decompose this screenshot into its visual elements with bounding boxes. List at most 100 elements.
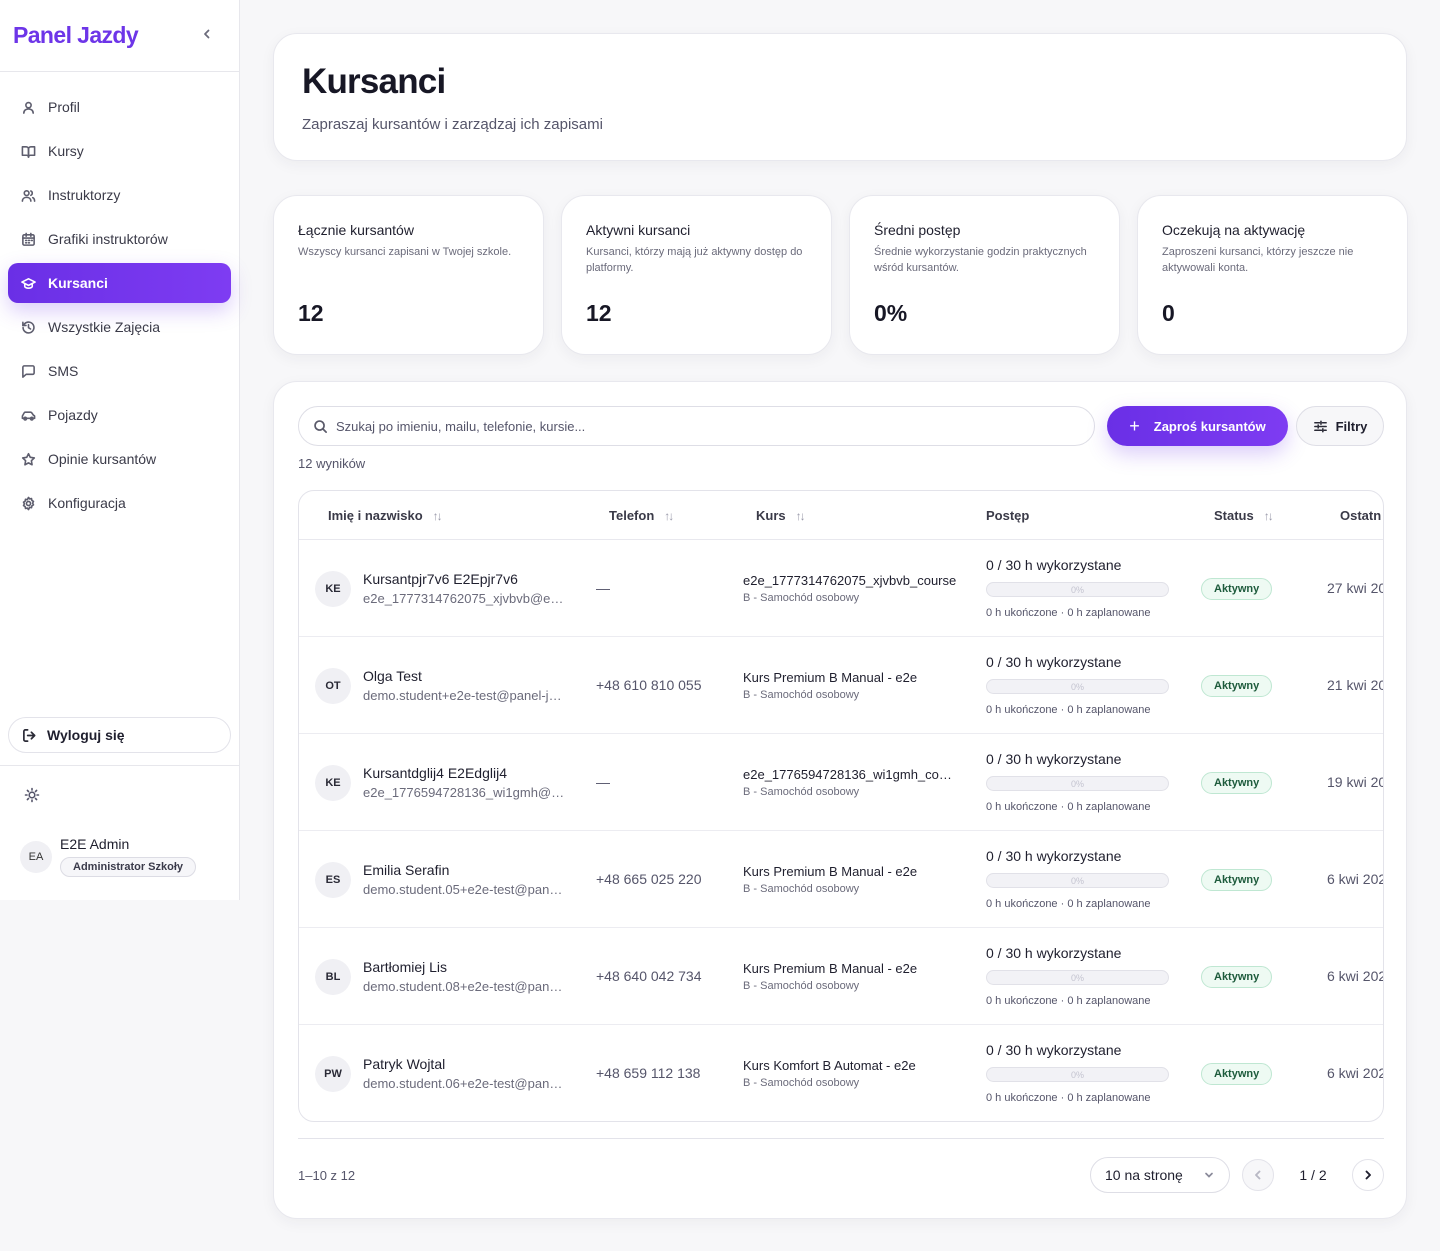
chevron-left-icon	[204, 29, 210, 38]
stat-value: 0	[1162, 300, 1175, 326]
course-name: e2e_1777314762075_xjvbvb_course	[743, 573, 957, 588]
plus-icon: +	[1129, 416, 1140, 436]
sort-icon: ↑↓	[1263, 508, 1274, 523]
progress-details: 0 h ukończone · 0 h zaplanowane	[986, 801, 1151, 813]
sidebar-item-kursanci[interactable]: Kursanci	[8, 263, 231, 303]
sidebar-item-label: Kursy	[48, 143, 84, 159]
stat-title: Średni postęp	[874, 222, 961, 238]
column-last-activity[interactable]: Ostatn	[1340, 508, 1381, 523]
sidebar-item-label: Instruktorzy	[48, 187, 121, 203]
user-profile[interactable]: EA E2E Admin Administrator Szkoły	[20, 835, 197, 877]
students-table: Imię i nazwisko ↑↓ Telefon ↑↓ Kurs ↑↓ Postę…	[298, 490, 1384, 1122]
book-open-icon	[20, 143, 36, 159]
invite-students-button[interactable]: + Zaproś kursantów	[1107, 406, 1288, 446]
stat-title: Aktywni kursanci	[586, 222, 691, 238]
sidebar-item-label: Wszystkie Zajęcia	[48, 319, 161, 335]
stat-value: 12	[586, 300, 612, 326]
students-list-card: + Zaproś kursantów Filtry 12 wyników Imi…	[273, 381, 1407, 1219]
sidebar: Panel Jazdy Profil Kursy Instruktorzy Gr…	[0, 0, 240, 900]
per-page-select[interactable]: 10 na stronę	[1090, 1157, 1230, 1193]
page-title: Kursanci	[302, 62, 446, 101]
progress-details: 0 h ukończone · 0 h zaplanowane	[986, 898, 1151, 910]
table-row[interactable]: ES Emilia Serafin demo.student.05+e2e-test…	[299, 831, 1383, 928]
stat-card-pending: Oczekują na aktywację Zaproszeni kursanc…	[1137, 195, 1408, 355]
brand-bar: Panel Jazdy	[0, 0, 239, 72]
sidebar-item-label: Grafiki instruktorów	[48, 231, 168, 247]
filters-label: Filtry	[1335, 418, 1368, 434]
stat-description: Wszyscy kursanci zapisani w Twojej szkol…	[298, 246, 512, 258]
sun-icon	[24, 787, 40, 803]
student-phone: +48 659 112 138	[596, 1065, 701, 1081]
student-name: Kursantpjr7v6 E2Epjr7v6	[363, 571, 518, 587]
sidebar-item-label: Konfiguracja	[48, 495, 126, 511]
table-row[interactable]: KE Kursantdglij4 E2Edglij4 e2e_17765947281…	[299, 734, 1383, 831]
sliders-icon	[1313, 420, 1327, 432]
column-name[interactable]: Imię i nazwisko ↑↓	[328, 508, 443, 523]
previous-page-button[interactable]	[1242, 1159, 1274, 1191]
course-name: Kurs Premium B Manual - e2e	[743, 961, 918, 976]
column-course[interactable]: Kurs ↑↓	[756, 508, 806, 523]
chevron-right-icon	[1365, 1170, 1371, 1180]
table-row[interactable]: PW Patryk Wojtal demo.student.06+e2e-test@…	[299, 1025, 1383, 1121]
table-row[interactable]: KE Kursantpjr7v6 E2Epjr7v6 e2e_17773147620…	[299, 540, 1383, 637]
sidebar-item-label: Opinie kursantów	[48, 451, 157, 467]
progress-title: 0 / 30 h wykorzystane	[986, 654, 1122, 670]
sidebar-nav: Profil Kursy Instruktorzy Grafiki instru…	[0, 72, 239, 523]
chevron-left-icon	[1255, 1170, 1261, 1180]
column-label: Telefon	[609, 508, 655, 523]
progress-percent: 0%	[1070, 681, 1084, 692]
stat-value: 12	[298, 300, 324, 326]
student-phone: —	[596, 580, 610, 596]
search-box	[298, 406, 1095, 446]
sidebar-item-label: SMS	[48, 363, 79, 379]
theme-toggle-button[interactable]	[24, 787, 42, 805]
search-input[interactable]	[336, 418, 1036, 434]
column-label: Imię i nazwisko	[328, 508, 423, 523]
student-phone: —	[596, 774, 610, 790]
student-email: e2e_1776594728136_wi1gmh@example.com	[363, 785, 568, 800]
student-phone: +48 610 810 055	[596, 677, 702, 693]
collapse-sidebar-button[interactable]	[197, 27, 217, 45]
sidebar-item-profil[interactable]: Profil	[8, 87, 231, 127]
column-label: Ostatn	[1340, 508, 1382, 523]
student-phone: +48 640 042 734	[596, 968, 702, 984]
progress-percent: 0%	[1070, 778, 1084, 789]
student-phone: +48 665 025 220	[596, 871, 702, 887]
status-badge: Aktywny	[1201, 869, 1273, 891]
sidebar-item-label: Kursanci	[48, 275, 108, 291]
column-progress: Postęp	[986, 508, 1029, 523]
sidebar-item-sms[interactable]: SMS	[8, 351, 231, 391]
sidebar-item-kursy[interactable]: Kursy	[8, 131, 231, 171]
sidebar-item-opinie[interactable]: Opinie kursantów	[8, 439, 231, 479]
status-badge: Aktywny	[1201, 772, 1273, 794]
stat-description: Średnie wykorzystanie godzin praktycznyc…	[874, 246, 1087, 274]
course-category: B - Samochód osobowy	[743, 786, 860, 798]
divider	[0, 765, 239, 766]
next-page-button[interactable]	[1352, 1159, 1384, 1191]
sidebar-item-zajecia[interactable]: Wszystkie Zajęcia	[8, 307, 231, 347]
status-badge: Aktywny	[1201, 578, 1273, 600]
course-name: e2e_1776594728136_wi1gmh_course	[743, 767, 958, 782]
chevron-down-icon	[1205, 1172, 1213, 1178]
last-activity: 19 kwi 2026	[1327, 774, 1383, 790]
progress-bar: 0%	[986, 873, 1169, 888]
search-icon	[314, 419, 327, 433]
column-phone[interactable]: Telefon ↑↓	[609, 508, 674, 523]
log-out-icon	[23, 728, 36, 742]
avatar: BL	[315, 959, 351, 995]
course-category: B - Samochód osobowy	[743, 883, 860, 895]
sidebar-item-instruktorzy[interactable]: Instruktorzy	[8, 175, 231, 215]
table-row[interactable]: OT Olga Test demo.student+e2e-test@panel-j…	[299, 637, 1383, 734]
course-category: B - Samochód osobowy	[743, 592, 860, 604]
sidebar-item-pojazdy[interactable]: Pojazdy	[8, 395, 231, 435]
column-status[interactable]: Status ↑↓	[1214, 508, 1274, 523]
sidebar-item-konfiguracja[interactable]: Konfiguracja	[8, 483, 231, 523]
table-row[interactable]: BL Bartłomiej Lis demo.student.08+e2e-test…	[299, 928, 1383, 1025]
progress-details: 0 h ukończone · 0 h zaplanowane	[986, 995, 1151, 1007]
sidebar-item-grafiki[interactable]: Grafiki instruktorów	[8, 219, 231, 259]
stat-description: Kursanci, którzy mają już aktywny dostęp…	[586, 246, 803, 274]
logout-button[interactable]: Wyloguj się	[8, 717, 231, 753]
last-activity: 6 kwi 2026	[1327, 1065, 1383, 1081]
last-activity: 6 kwi 2026	[1327, 871, 1383, 887]
filters-button[interactable]: Filtry	[1296, 406, 1384, 446]
